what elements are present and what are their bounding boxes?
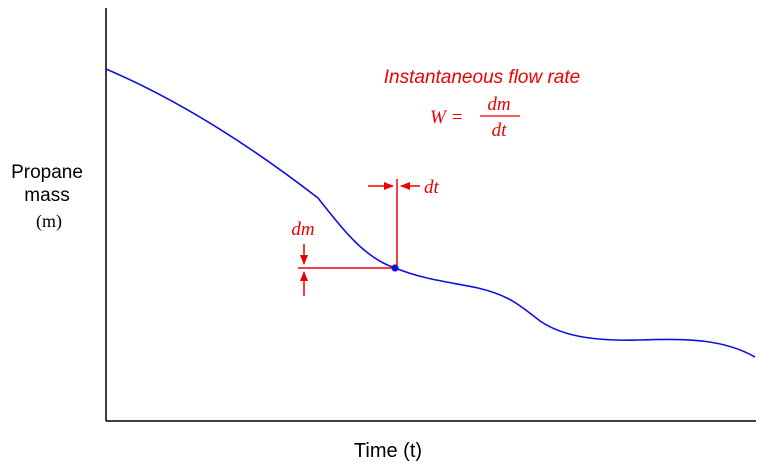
y-axis-label-symbol: (m) bbox=[36, 211, 62, 232]
formula-denominator: dt bbox=[492, 120, 508, 141]
formula-numerator: dm bbox=[487, 94, 510, 115]
y-axis-label-line1: Propane bbox=[11, 162, 83, 183]
mass-curve bbox=[105, 68, 756, 358]
annotation-title: Instantaneous flow rate bbox=[384, 67, 580, 88]
y-axis-label-line2: mass bbox=[24, 185, 69, 206]
dm-label: dm bbox=[291, 219, 314, 240]
dt-label: dt bbox=[424, 177, 440, 198]
tangent-point bbox=[391, 264, 399, 272]
x-axis-label: Time (t) bbox=[354, 440, 422, 462]
formula-lhs: W = bbox=[430, 107, 463, 128]
